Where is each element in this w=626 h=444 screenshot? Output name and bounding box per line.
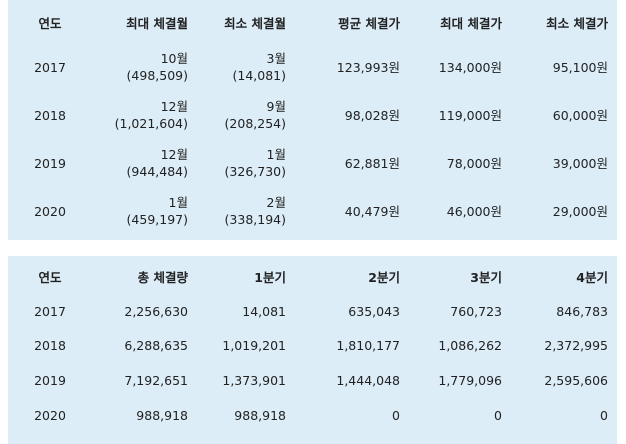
max-price-cell: 134,000원: [438, 60, 502, 75]
column-header-q3: 3분기: [470, 270, 502, 285]
yearly-price-summary-table: 연도 최대 체결월 최소 체결월 평균 체결가 최대 체결가 최소 체결가 20…: [8, 0, 617, 240]
min-month: 3월: [266, 51, 286, 66]
column-header-min-month: 최소 체결월: [224, 16, 286, 31]
max-month-cell: 12월 (1,021,604): [98, 98, 188, 132]
min-price-cell: 60,000원: [552, 108, 608, 123]
column-header-min-price: 최소 체결가: [546, 16, 608, 31]
max-price-cell: 46,000원: [446, 204, 502, 219]
q2-cell: 1,444,048: [336, 373, 400, 388]
q4-cell: 846,783: [556, 304, 608, 319]
min-month-volume: (326,730): [224, 164, 286, 179]
q2-cell: 0: [392, 408, 400, 423]
q4-cell: 2,595,606: [544, 373, 608, 388]
min-month: 9월: [266, 99, 286, 114]
min-price-cell: 95,100원: [552, 60, 608, 75]
q4-cell: 0: [600, 408, 608, 423]
column-header-q1: 1분기: [254, 270, 286, 285]
q3-cell: 760,723: [450, 304, 502, 319]
column-header-max-month: 최대 체결월: [126, 16, 188, 31]
max-price-cell: 119,000원: [438, 108, 502, 123]
avg-price-cell: 98,028원: [344, 108, 400, 123]
avg-price-cell: 123,993원: [336, 60, 400, 75]
min-month-volume: (208,254): [224, 116, 286, 131]
min-month-cell: 1월 (326,730): [196, 146, 286, 180]
min-month-volume: (338,194): [224, 212, 286, 227]
year-cell: 2017: [34, 60, 66, 75]
q3-cell: 0: [494, 408, 502, 423]
q3-cell: 1,779,096: [438, 373, 502, 388]
max-month-volume: (498,509): [126, 68, 188, 83]
column-header-total-volume: 총 체결량: [137, 270, 188, 285]
year-cell: 2020: [34, 408, 66, 423]
max-month-cell: 12월 (944,484): [98, 146, 188, 180]
max-month-volume: (459,197): [126, 212, 188, 227]
total-volume-cell: 6,288,635: [124, 338, 188, 353]
min-month-cell: 9월 (208,254): [196, 98, 286, 132]
max-month: 12월: [160, 147, 188, 162]
q1-cell: 14,081: [242, 304, 286, 319]
max-month: 10월: [160, 51, 188, 66]
max-month-cell: 1월 (459,197): [98, 194, 188, 228]
total-volume-cell: 7,192,651: [124, 373, 188, 388]
q1-cell: 1,019,201: [222, 338, 286, 353]
max-month-volume: (1,021,604): [114, 116, 188, 131]
column-header-q2: 2분기: [368, 270, 400, 285]
year-cell: 2018: [34, 108, 66, 123]
q3-cell: 1,086,262: [438, 338, 502, 353]
year-cell: 2019: [34, 156, 66, 171]
column-header-year: 연도: [38, 16, 62, 31]
q1-cell: 1,373,901: [222, 373, 286, 388]
column-header-q4: 4분기: [576, 270, 608, 285]
min-month-cell: 3월 (14,081): [196, 50, 287, 84]
q2-cell: 635,043: [348, 304, 400, 319]
year-cell: 2020: [34, 204, 66, 219]
q1-cell: 988,918: [234, 408, 286, 423]
max-month-volume: (944,484): [126, 164, 188, 179]
max-price-cell: 78,000원: [446, 156, 502, 171]
min-month: 1월: [266, 147, 286, 162]
column-header-year: 연도: [38, 270, 62, 285]
column-header-avg-price: 평균 체결가: [338, 16, 400, 31]
q2-cell: 1,810,177: [336, 338, 400, 353]
min-price-cell: 29,000원: [552, 204, 608, 219]
yearly-volume-table: 연도 총 체결량 1분기 2분기 3분기 4분기 2017 2,256,630 …: [8, 256, 617, 444]
max-month: 1월: [168, 195, 188, 210]
min-price-cell: 39,000원: [552, 156, 608, 171]
q4-cell: 2,372,995: [544, 338, 608, 353]
min-month: 2월: [266, 195, 286, 210]
avg-price-cell: 62,881원: [344, 156, 400, 171]
total-volume-cell: 988,918: [136, 408, 188, 423]
min-month-cell: 2월 (338,194): [196, 194, 286, 228]
year-cell: 2018: [34, 338, 66, 353]
column-header-max-price: 최대 체결가: [440, 16, 502, 31]
min-month-volume: (14,081): [232, 68, 287, 83]
max-month-cell: 10월 (498,509): [98, 50, 188, 84]
avg-price-cell: 40,479원: [344, 204, 400, 219]
year-cell: 2019: [34, 373, 66, 388]
max-month: 12월: [160, 99, 188, 114]
total-volume-cell: 2,256,630: [124, 304, 188, 319]
year-cell: 2017: [34, 304, 66, 319]
